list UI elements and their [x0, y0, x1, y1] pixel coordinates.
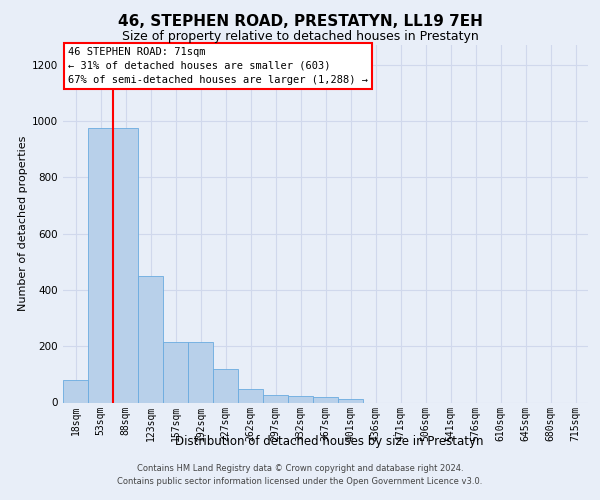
Text: Distribution of detached houses by size in Prestatyn: Distribution of detached houses by size … [175, 434, 483, 448]
Text: 46 STEPHEN ROAD: 71sqm
← 31% of detached houses are smaller (603)
67% of semi-de: 46 STEPHEN ROAD: 71sqm ← 31% of detached… [68, 47, 368, 85]
Bar [138, 276, 163, 402]
Bar [113, 128, 138, 402]
Bar [213, 368, 238, 402]
Bar [163, 342, 188, 402]
Text: 46, STEPHEN ROAD, PRESTATYN, LL19 7EH: 46, STEPHEN ROAD, PRESTATYN, LL19 7EH [118, 14, 482, 29]
Bar [63, 380, 88, 402]
Text: Contains HM Land Registry data © Crown copyright and database right 2024.
Contai: Contains HM Land Registry data © Crown c… [118, 464, 482, 486]
Text: Size of property relative to detached houses in Prestatyn: Size of property relative to detached ho… [122, 30, 478, 43]
Bar [188, 342, 213, 402]
Bar [313, 397, 338, 402]
Bar [238, 390, 263, 402]
Bar [338, 399, 363, 402]
Bar [263, 396, 288, 402]
Bar [88, 128, 113, 402]
Y-axis label: Number of detached properties: Number of detached properties [18, 136, 28, 312]
Bar [288, 396, 313, 402]
